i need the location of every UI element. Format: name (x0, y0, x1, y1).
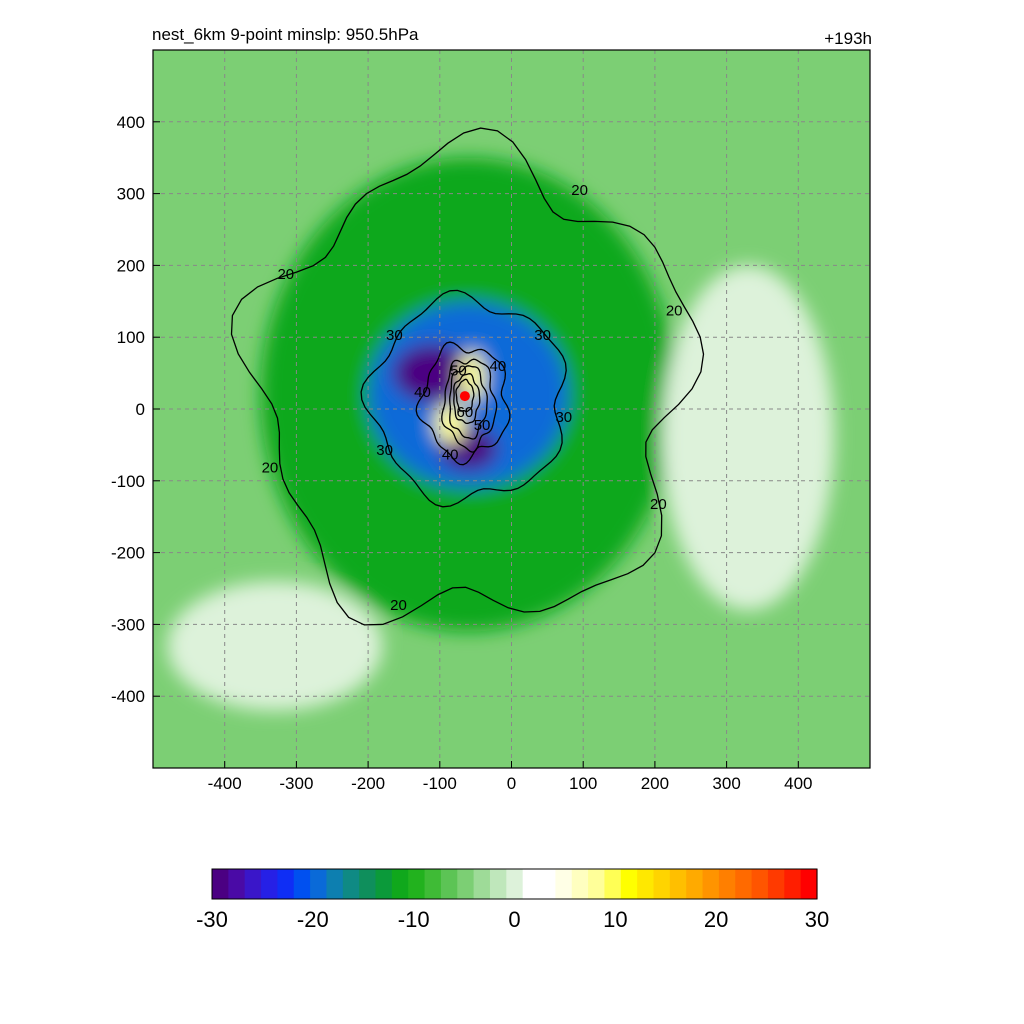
colorbar-swatch (555, 869, 573, 899)
x-tick-label: 0 (507, 774, 516, 793)
colorbar: -30 -20 -10 0 10 20 30 (196, 868, 829, 932)
contour-40 (415, 341, 511, 466)
colorbar-swatch (293, 869, 311, 899)
x-axis: -400 -300 -200 -100 0 100 200 300 400 (208, 761, 812, 793)
y-tick-label: -300 (111, 615, 145, 634)
y-tick-label: 300 (117, 185, 145, 204)
x-tick-label: -400 (208, 774, 242, 793)
contour-label: 30 (376, 442, 393, 459)
contour-label: 20 (666, 302, 683, 319)
x-tick-label: 100 (569, 774, 597, 793)
contour-label: 20 (277, 266, 294, 283)
colorbar-swatch (424, 869, 442, 899)
shading-white-southwest (167, 581, 383, 711)
contour-label: 50 (474, 417, 491, 434)
colorbar-swatch (359, 869, 377, 899)
y-axis: 400 300 200 100 0 -100 -200 -300 -400 (111, 113, 160, 706)
colorbar-swatch (326, 869, 344, 899)
colorbar-label: -30 (196, 907, 228, 932)
colorbar-swatch (277, 869, 295, 899)
colorbar-swatch (669, 869, 687, 899)
contour-50 (449, 365, 488, 440)
y-tick-label: -100 (111, 472, 145, 491)
colorbar-swatch (391, 869, 409, 899)
contour-label: 40 (490, 358, 507, 375)
colorbar-swatch (620, 869, 638, 899)
colorbar-swatch (767, 869, 785, 899)
colorbar-swatch (604, 869, 622, 899)
colorbar-swatch (686, 869, 704, 899)
contour-45 (441, 358, 498, 453)
chart-title: nest_6km 9-point minslp: 950.5hPa (152, 25, 419, 44)
contour-label: 30 (555, 409, 572, 426)
colorbar-swatch (489, 869, 507, 899)
colorbar-swatch (539, 869, 556, 899)
colorbar-label: 0 (508, 907, 520, 932)
y-tick-label: 100 (117, 328, 145, 347)
storm-center-marker (459, 391, 470, 402)
colorbar-swatch (522, 869, 540, 899)
y-tick-label: 0 (136, 400, 145, 419)
colorbar-label: -20 (297, 907, 329, 932)
contour-label: 20 (262, 459, 279, 476)
contour-60 (455, 378, 475, 413)
colorbar-label: 30 (805, 907, 829, 932)
contour-label: 20 (571, 182, 588, 199)
colorbar-label: -10 (398, 907, 430, 932)
y-tick-label: -400 (111, 687, 145, 706)
contour-label: 30 (534, 327, 551, 344)
colorbar-swatch (457, 869, 475, 899)
colorbar-swatch (718, 869, 736, 899)
contour-20 (230, 127, 705, 626)
colorbar-swatch (784, 869, 802, 899)
colorbar-swatch (800, 869, 818, 899)
colorbar-frame (211, 868, 818, 900)
contour-label: 50 (450, 363, 467, 380)
x-tick-label: -300 (279, 774, 313, 793)
colorbar-swatch (735, 869, 753, 899)
shading-white-east (662, 265, 835, 611)
x-tick-label: -100 (423, 774, 457, 793)
colorbar-swatch (702, 869, 720, 899)
colorbar-swatch (653, 869, 671, 899)
colorbar-swatch (571, 869, 589, 899)
contour-label: 30 (386, 327, 403, 344)
contour-label: 40 (442, 446, 459, 463)
colorbar-swatch (637, 869, 655, 899)
y-tick-label: 400 (117, 113, 145, 132)
chart-timestamp: +193h (824, 29, 872, 48)
contour-label: 40 (414, 384, 431, 401)
shading-purple-core-west (393, 344, 473, 402)
x-tick-label: 300 (712, 774, 740, 793)
y-tick-label: 200 (117, 256, 145, 275)
x-tick-label: 200 (641, 774, 669, 793)
colorbar-label: 10 (603, 907, 627, 932)
colorbar-swatch (244, 869, 262, 899)
contour-55 (453, 373, 481, 425)
x-tick-label: 400 (784, 774, 812, 793)
colorbar-label: 20 (704, 907, 728, 932)
x-tick-label: -200 (351, 774, 385, 793)
colorbar-swatch (375, 869, 393, 899)
colorbar-swatch (588, 869, 606, 899)
colorbar-swatch (408, 869, 426, 899)
colorbar-swatch (473, 869, 491, 899)
colorbar-swatch (228, 869, 246, 899)
colorbar-swatch (342, 869, 360, 899)
y-tick-label: -200 (111, 544, 145, 563)
colorbar-swatch (212, 869, 229, 899)
colorbar-swatch (440, 869, 458, 899)
contour-30 (360, 289, 567, 508)
colorbar-swatch (310, 869, 328, 899)
contour-lines (230, 127, 705, 626)
colorbar-swatch (506, 869, 524, 899)
colorbar-swatch (261, 869, 279, 899)
colorbar-swatch (751, 869, 769, 899)
contour-label: 20 (650, 496, 667, 513)
contour-label: 20 (390, 597, 407, 614)
contour-label: 60 (457, 404, 474, 421)
